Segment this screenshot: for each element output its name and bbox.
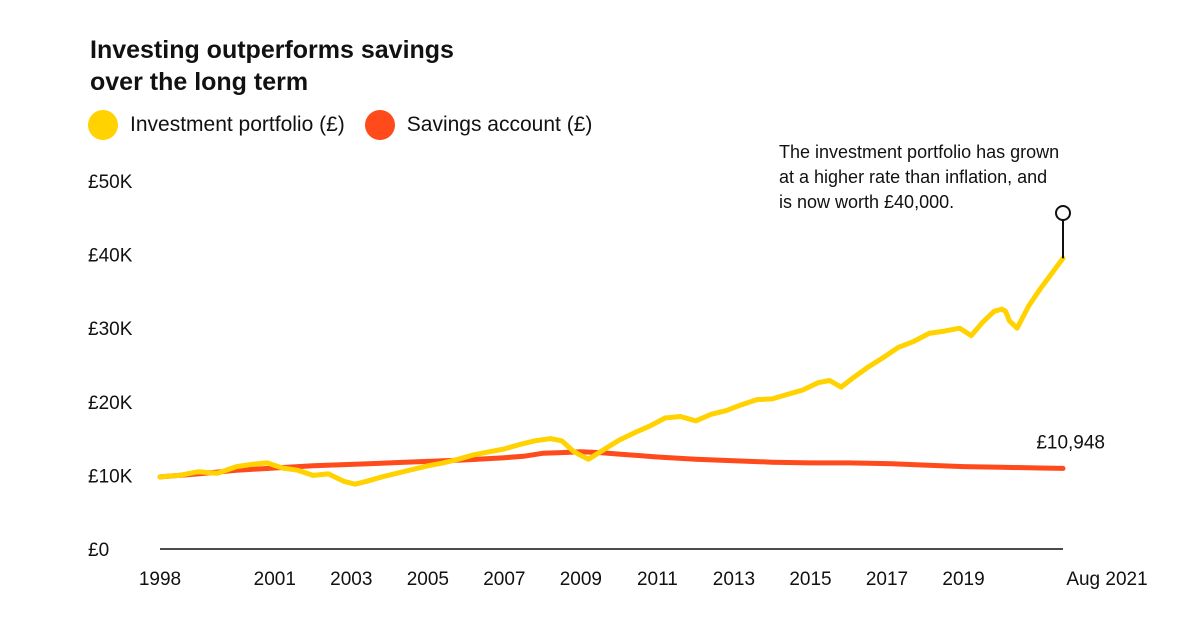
legend-swatch-investment [88,110,118,140]
x-tick-label: 2015 [789,569,831,590]
chart-annotation: The investment portfolio has grown at a … [779,140,1124,215]
y-tick-label: £10K [88,466,133,487]
x-tick-label: 2017 [866,569,908,590]
savings-end-value-label: £10,948 [1036,432,1105,453]
y-tick-label: £40K [88,246,133,267]
x-tick-label: 2001 [254,569,296,590]
legend-item-savings: Savings account (£) [364,110,593,140]
x-tick-label: 2007 [483,569,525,590]
x-tick-label: 2003 [330,569,372,590]
legend-item-investment: Investment portfolio (£) [88,110,345,140]
legend-label-investment: Investment portfolio (£) [130,113,345,136]
x-tick-label: 2011 [637,569,678,590]
chart-title: Investing outperforms savings over the l… [90,34,610,98]
legend-swatch-savings [364,110,395,140]
annotation-line-2: at a higher rate than inflation, and [779,167,1048,187]
annotation-line-1: The investment portfolio has grown [779,142,1060,162]
legend-label-savings: Savings account (£) [406,113,593,136]
chart-title-line-1: Investing outperforms savings [90,36,454,64]
chart-legend: Investment portfolio (£) Savings account… [88,110,612,140]
y-tick-label: £0 [88,540,109,561]
x-tick-label: 2005 [407,569,449,590]
investment-portfolio-line [157,255,1066,487]
chart-title-line-2: over the long term [90,68,309,96]
y-tick-label: £20K [88,393,133,414]
savings-account-line [157,449,1066,480]
y-tick-label: £50K [88,172,133,193]
x-tick-label: 1998 [139,569,181,590]
x-tick-label: Aug 2021 [1066,569,1147,590]
x-tick-label: 2019 [942,569,984,590]
x-tick-label: 2013 [713,569,755,590]
annotation-line-3: is now worth £40,000. [779,192,955,212]
y-tick-label: £30K [88,319,133,340]
x-tick-label: 2009 [560,569,602,590]
annotation-marker [1055,205,1071,221]
